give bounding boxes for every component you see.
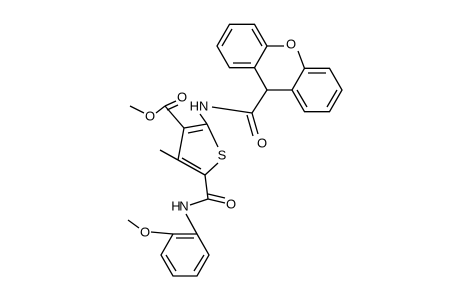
atom-label: S [218, 148, 227, 163]
atom-label: O [145, 109, 155, 124]
atom-label: O [257, 136, 267, 151]
atom-labels: O HN O O O S O N H O [140, 37, 296, 240]
atom-label: N [179, 199, 188, 214]
atom-label: O [177, 90, 187, 105]
atom-label: O [286, 37, 296, 52]
atom-label: HN [190, 99, 209, 114]
bonds [127, 23, 343, 277]
atom-label: O [226, 197, 236, 212]
atom-label: O [140, 225, 150, 240]
atom-label: H [171, 199, 180, 214]
